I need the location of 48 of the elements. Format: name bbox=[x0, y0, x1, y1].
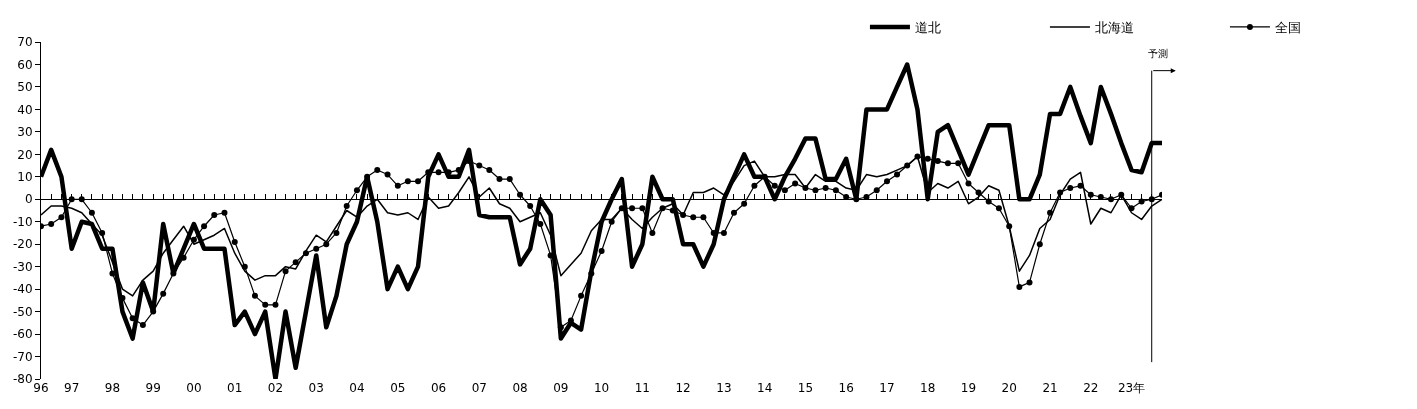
x-tick-label: 13 bbox=[716, 381, 732, 395]
x-tick-label: 07 bbox=[471, 381, 487, 395]
y-tick-label: 60 bbox=[17, 57, 33, 72]
x-tick-label: 19 bbox=[960, 381, 977, 395]
x-tick-label: 12 bbox=[675, 381, 691, 395]
y-tick-label: 40 bbox=[17, 102, 33, 117]
x-tick-label: 16 bbox=[838, 381, 854, 395]
y-tick-label: -80 bbox=[12, 372, 33, 387]
y-tick-label: -40 bbox=[12, 282, 33, 297]
x-tick-label: 97 bbox=[64, 381, 80, 395]
x-tick-label: 23年 bbox=[1117, 381, 1146, 395]
x-tick-label: 15 bbox=[797, 381, 814, 395]
x-tick-label: 04 bbox=[349, 381, 365, 395]
y-tick-label: -10 bbox=[12, 214, 33, 229]
y-tick-label: 50 bbox=[17, 80, 33, 95]
x-tick-label: 14 bbox=[757, 381, 773, 395]
x-tick-label: 99 bbox=[145, 381, 161, 395]
x-tick-label: 11 bbox=[634, 381, 650, 395]
ref-line-label: 予測 bbox=[1148, 48, 1168, 59]
x-tick-label: 05 bbox=[390, 381, 406, 395]
x-tick-label: 06 bbox=[430, 381, 447, 395]
x-tick-label: 18 bbox=[920, 381, 936, 395]
x-tick-label: 00 bbox=[186, 381, 202, 395]
legend-label: 道北 bbox=[914, 20, 941, 36]
x-tick-label: 21 bbox=[1042, 381, 1058, 395]
y-tick-label: 10 bbox=[17, 170, 33, 184]
x-tick-label: 20 bbox=[1001, 381, 1017, 395]
x-tick-label: 09 bbox=[553, 381, 569, 395]
y-tick-label: 30 bbox=[17, 125, 33, 140]
y-tick-label: -30 bbox=[12, 259, 33, 274]
x-tick-label: 98 bbox=[104, 381, 121, 395]
y-tick-label: 70 bbox=[17, 35, 33, 50]
x-tick-label: 96 bbox=[33, 381, 49, 395]
x-tick-label: 17 bbox=[879, 381, 895, 395]
legend-label: 全国 bbox=[1274, 20, 1301, 36]
y-tick-label: -20 bbox=[12, 237, 33, 252]
x-tick-label: 22 bbox=[1083, 381, 1099, 395]
y-tick-label: 20 bbox=[17, 147, 33, 162]
x-tick-label: 01 bbox=[227, 381, 243, 395]
x-tick-label: 03 bbox=[308, 381, 324, 395]
x-tick-label: 02 bbox=[267, 381, 284, 395]
x-tick-label: 10 bbox=[593, 381, 610, 395]
y-tick-label: -70 bbox=[12, 349, 33, 364]
y-tick-label: -60 bbox=[12, 327, 33, 342]
legend-label: 北海道 bbox=[1094, 20, 1134, 36]
y-tick-label: 0 bbox=[24, 192, 33, 207]
x-tick-label: 08 bbox=[512, 381, 528, 395]
y-tick-label: -50 bbox=[12, 304, 33, 319]
